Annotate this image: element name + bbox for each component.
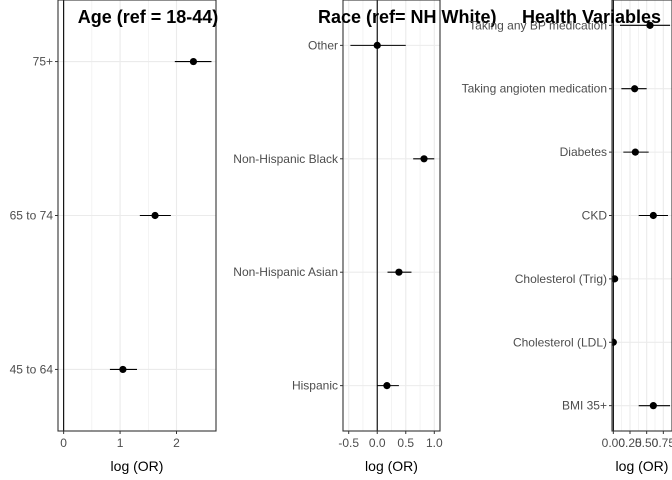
estimate-point [612,338,617,346]
estimate-point [119,365,127,374]
panel-plot-area [58,0,216,431]
estimate-point [189,57,198,66]
y-tick-label: Taking any BP medication [469,18,607,32]
panel-1: 45 to 64 65 to 74 75+ 0 1 2 log (OR) Age (ref =… [10,0,219,474]
x-axis-title: log (OR) [365,458,418,474]
estimate-point [649,211,657,220]
x-tick-label: 0.25 [618,436,642,450]
estimate-point [649,402,657,410]
estimate-point [420,155,428,163]
estimate-point [383,382,391,390]
estimate-point [631,85,639,93]
y-tick-label: 45 to 64 [10,362,54,376]
panel-plot-area [343,0,440,431]
x-axis-title: log (OR) [616,458,669,474]
panel-plot-area [612,0,672,431]
panel-2: Hispanic Non-Hispanic Asian Non-Hispanic B… [233,0,497,474]
panel-title: Race (ref= NH White) [318,7,497,27]
x-tick-label: 0.75 [652,436,672,450]
estimate-point [395,268,403,276]
y-tick-label: Non-Hispanic Asian [233,265,338,279]
x-tick-label: 0.50 [635,436,659,450]
x-tick-label: 2 [173,436,180,450]
estimate-point [373,41,381,49]
x-tick-label: 0.0 [369,436,386,450]
x-tick-label: -0.5 [338,436,359,450]
panel-border [342,0,441,432]
x-axis-title: log (OR) [111,458,164,474]
y-tick-label: Hispanic [292,379,338,393]
panel-3: BMI 35+ Cholesterol (LDL) Cholesterol (Tri… [462,0,672,474]
y-tick-label: Cholesterol (Trig) [515,272,607,286]
y-tick-label: Non-Hispanic Black [233,152,339,166]
y-tick-label: Other [308,38,338,52]
estimate-point [646,21,654,29]
estimate-point [631,148,639,156]
y-tick-label: Diabetes [560,145,607,159]
panel-title: Age (ref = 18-44) [78,7,219,27]
panel-title: Health Variables [522,7,661,27]
x-tick-label: 1.0 [426,436,443,450]
x-tick-label: 0.00 [602,436,626,450]
estimate-point [151,211,159,220]
y-tick-label: 65 to 74 [10,209,54,223]
estimate-point [612,275,619,283]
y-tick-label: 75+ [33,55,53,69]
x-tick-label: 1 [117,436,124,450]
x-tick-label: 0 [60,436,67,450]
y-tick-label: BMI 35+ [562,399,607,413]
y-tick-label: Cholesterol (LDL) [513,335,607,349]
x-tick-label: 0.5 [397,436,414,450]
y-tick-label: CKD [582,209,608,223]
y-tick-label: Taking angioten medication [462,82,607,96]
